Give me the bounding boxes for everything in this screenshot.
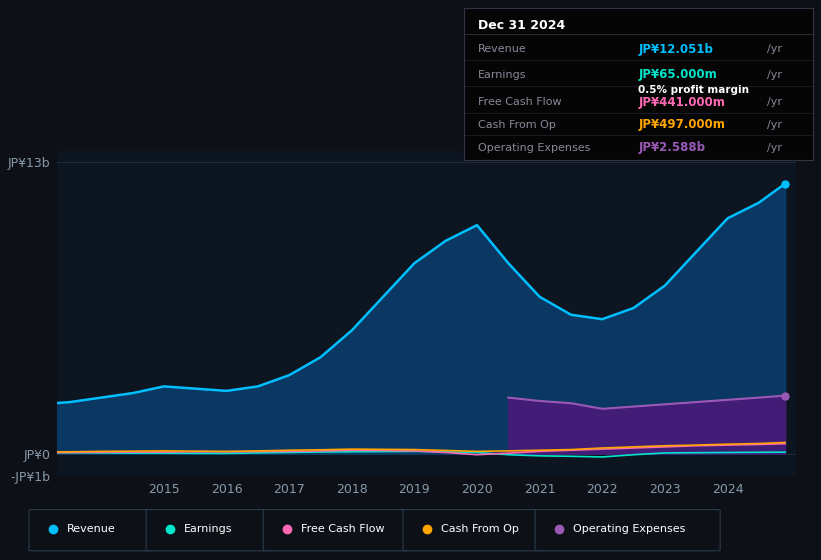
Text: Operating Expenses: Operating Expenses [573, 524, 686, 534]
Text: Revenue: Revenue [67, 524, 116, 534]
Text: Dec 31 2024: Dec 31 2024 [478, 19, 565, 32]
Text: Earnings: Earnings [184, 524, 232, 534]
Text: Cash From Op: Cash From Op [441, 524, 519, 534]
Text: 0.5% profit margin: 0.5% profit margin [639, 85, 750, 95]
Text: /yr: /yr [768, 120, 782, 130]
Text: /yr: /yr [768, 70, 782, 80]
FancyBboxPatch shape [29, 510, 154, 551]
Text: Free Cash Flow: Free Cash Flow [478, 97, 562, 107]
Text: /yr: /yr [768, 44, 782, 54]
Text: Operating Expenses: Operating Expenses [478, 142, 590, 152]
Text: Earnings: Earnings [478, 70, 526, 80]
Text: JP¥497.000m: JP¥497.000m [639, 118, 725, 132]
Text: JP¥12.051b: JP¥12.051b [639, 43, 713, 56]
FancyBboxPatch shape [535, 510, 720, 551]
Text: /yr: /yr [768, 97, 782, 107]
FancyBboxPatch shape [264, 510, 410, 551]
Text: JP¥2.588b: JP¥2.588b [639, 141, 705, 154]
FancyBboxPatch shape [403, 510, 543, 551]
FancyBboxPatch shape [146, 510, 271, 551]
Text: Revenue: Revenue [478, 44, 526, 54]
Text: Free Cash Flow: Free Cash Flow [301, 524, 384, 534]
Text: /yr: /yr [768, 142, 782, 152]
Text: JP¥441.000m: JP¥441.000m [639, 96, 725, 109]
Text: Cash From Op: Cash From Op [478, 120, 556, 130]
Text: JP¥65.000m: JP¥65.000m [639, 68, 717, 81]
